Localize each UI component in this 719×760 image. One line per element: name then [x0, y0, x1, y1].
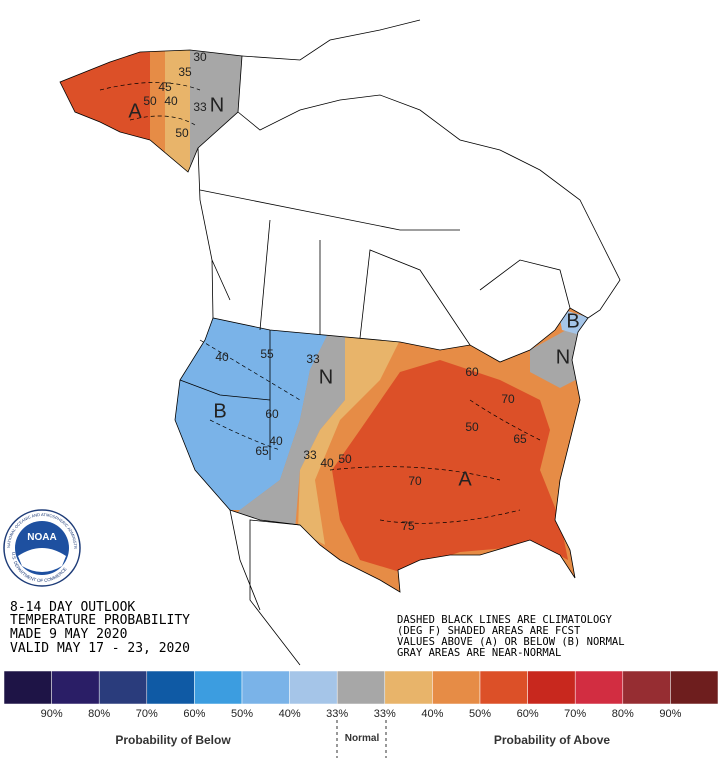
- map-label: 33: [303, 448, 317, 462]
- note-line: DASHED BLACK LINES ARE CLIMATOLOGY: [397, 614, 613, 626]
- map-label: 50: [175, 126, 189, 140]
- legend-swatch: [527, 670, 576, 705]
- outlook-line: 8-14 DAY OUTLOOK: [10, 600, 135, 615]
- legend-label: 80%: [612, 708, 634, 720]
- legend-above: Probability of Above: [494, 733, 611, 747]
- legend-swatch: [51, 670, 100, 705]
- map: A 50 40 45 33 N 30 35 50 B 40 55 33 N 60…: [59, 19, 621, 666]
- map-label: 65: [513, 432, 527, 446]
- map-label: 60: [265, 407, 279, 421]
- legend-swatch: [384, 670, 433, 705]
- legend-swatch: [241, 670, 290, 705]
- legend-swatch: [336, 670, 386, 705]
- map-label: 40: [269, 434, 283, 448]
- legend-label: 90%: [659, 708, 681, 720]
- legend-swatch: [194, 670, 243, 705]
- map-label: 50: [465, 420, 479, 434]
- map-label: B: [566, 310, 579, 332]
- legend-swatch: [98, 670, 148, 705]
- legend-swatch: [479, 670, 528, 705]
- map-labels: A 50 40 45 33 N 30 35 50 B 40 55 33 N 60…: [128, 50, 579, 533]
- legend-swatch: [670, 670, 719, 705]
- map-label: 60: [465, 365, 479, 379]
- map-label: 55: [260, 347, 274, 361]
- map-label: 33: [306, 352, 320, 366]
- legend-swatch: [3, 670, 52, 705]
- map-label: 50: [338, 452, 352, 466]
- legend: Probability of Below Normal Probability …: [3, 670, 719, 758]
- us-shading: [175, 308, 588, 592]
- map-label: B: [213, 400, 226, 422]
- map-label: N: [210, 94, 224, 116]
- legend-label: 40%: [279, 708, 301, 720]
- outlook-line: VALID MAY 17 - 23, 2020: [10, 641, 190, 656]
- map-label: 40: [164, 94, 178, 108]
- legend-label: 70%: [136, 708, 158, 720]
- map-label: 70: [408, 474, 422, 488]
- us-outline: [174, 307, 589, 593]
- map-label: 50: [143, 94, 157, 108]
- legend-label: 40%: [421, 708, 443, 720]
- legend-label: 60%: [183, 708, 205, 720]
- legend-label: 50%: [231, 708, 253, 720]
- legend-label: 70%: [564, 708, 586, 720]
- legend-swatch: [289, 670, 338, 705]
- outlook-text: 8-14 DAY OUTLOOK TEMPERATURE PROBABILITY…: [10, 600, 190, 656]
- outlook-line: TEMPERATURE PROBABILITY: [10, 613, 190, 628]
- legend-swatch: [574, 670, 624, 705]
- map-label: 40: [215, 350, 229, 364]
- legend-normal: Normal: [345, 733, 380, 744]
- map-label: A: [458, 468, 472, 490]
- note-line: VALUES ABOVE (A) OR BELOW (B) NORMAL: [397, 636, 625, 648]
- legend-swatch: [146, 670, 195, 705]
- map-label: 70: [501, 392, 515, 406]
- legend-label: 33%: [326, 708, 348, 720]
- logo-name: NOAA: [27, 532, 56, 543]
- climatology-lines: [99, 82, 541, 524]
- legend-label: 50%: [469, 708, 491, 720]
- legend-swatch: [432, 670, 481, 705]
- map-label: 30: [193, 50, 207, 64]
- note-line: (DEG F) SHADED AREAS ARE FCST: [397, 625, 581, 637]
- legend-label: 80%: [88, 708, 110, 720]
- map-label: 35: [178, 65, 192, 79]
- logo-bird: [18, 548, 66, 572]
- map-label: 75: [401, 519, 415, 533]
- notes: DASHED BLACK LINES ARE CLIMATOLOGY (DEG …: [397, 614, 625, 659]
- legend-below: Probability of Below: [115, 733, 231, 747]
- map-label: 45: [158, 80, 172, 94]
- legend-label: 33%: [374, 708, 396, 720]
- legend-label: 90%: [41, 708, 63, 720]
- map-label: 65: [255, 444, 269, 458]
- boundaries: [179, 19, 621, 666]
- map-label: A: [128, 100, 142, 122]
- map-label: 33: [193, 100, 207, 114]
- legend-label: 60%: [517, 708, 539, 720]
- map-label: N: [556, 346, 570, 368]
- map-label: N: [319, 366, 333, 388]
- map-label: 40: [320, 456, 334, 470]
- outlook-line: MADE 9 MAY 2020: [10, 627, 127, 642]
- legend-swatch: [622, 670, 671, 705]
- note-line: GRAY AREAS ARE NEAR-NORMAL: [397, 647, 561, 659]
